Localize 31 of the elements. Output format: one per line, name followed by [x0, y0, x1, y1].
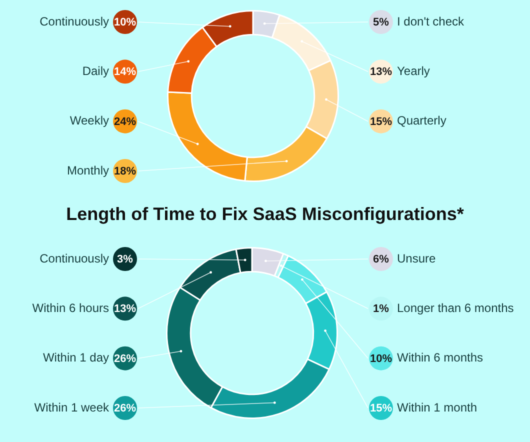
- data-label: 26%: [114, 402, 136, 415]
- slice-label: Within 1 day: [42, 350, 109, 365]
- data-label: 3%: [117, 254, 134, 266]
- slice-label: I don't check: [397, 14, 465, 28]
- data-label: 10%: [114, 16, 136, 29]
- legend-label: Within 6 months: [397, 350, 484, 365]
- data-label: 24%: [114, 116, 136, 128]
- data-label: 13%: [114, 303, 136, 316]
- data-label: 15%: [370, 116, 392, 128]
- data-label: 6%: [373, 254, 390, 266]
- data-label: 14%: [114, 66, 136, 78]
- slice-label: Longer than 6 months: [397, 300, 514, 315]
- data-label: 1%: [373, 303, 390, 316]
- slice-label: Within 6 hours: [32, 300, 109, 315]
- legend-label: Daily: [82, 64, 109, 78]
- slice-label: Within 1 week: [34, 400, 110, 414]
- data-label: 13%: [370, 66, 392, 78]
- slice-label: Quarterly: [397, 114, 446, 128]
- slice-label: Yearly: [397, 64, 430, 78]
- legend-label: Weekly: [70, 114, 109, 128]
- slice-label: Continuously: [40, 251, 109, 266]
- data-label: 15%: [370, 402, 392, 415]
- legend-label: Within 1 month: [397, 400, 478, 414]
- legend-label: Monthly: [66, 163, 109, 178]
- chart-title: Length of Time to Fix SaaS Misconfigurations*: [65, 204, 465, 225]
- data-label: 10%: [370, 352, 392, 365]
- data-label: 26%: [114, 352, 136, 365]
- legend-label: Unsure: [397, 251, 436, 266]
- data-label: 18%: [114, 166, 136, 178]
- data-label: 5%: [373, 16, 390, 29]
- legend-label: Continuously: [40, 14, 109, 28]
